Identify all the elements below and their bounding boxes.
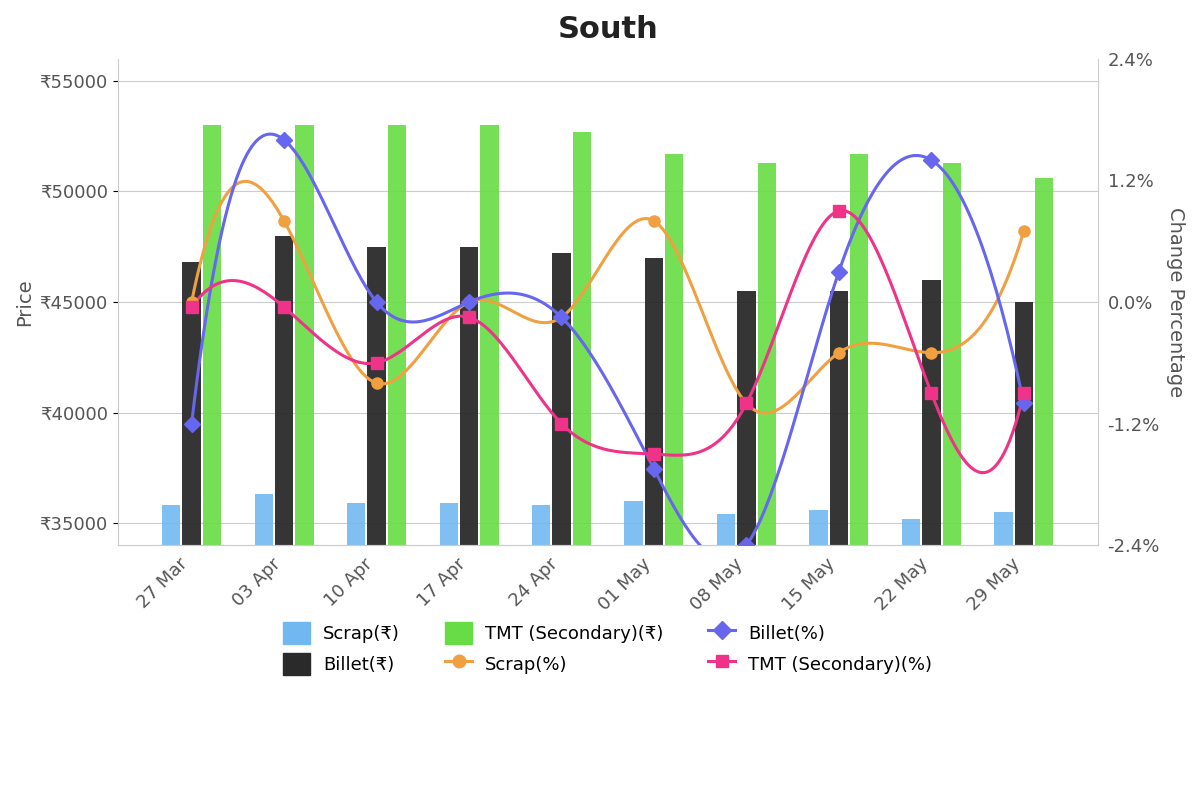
- Bar: [665, 154, 684, 800]
- Bar: [572, 132, 590, 800]
- Bar: [757, 162, 776, 800]
- Y-axis label: Change Percentage: Change Percentage: [1166, 207, 1186, 397]
- Bar: [182, 262, 200, 800]
- Y-axis label: Price: Price: [14, 278, 34, 326]
- Bar: [162, 506, 180, 800]
- Bar: [624, 501, 643, 800]
- Title: South: South: [557, 15, 658, 44]
- Bar: [460, 246, 478, 800]
- Bar: [532, 506, 551, 800]
- Bar: [716, 514, 736, 800]
- Bar: [850, 154, 869, 800]
- Bar: [829, 291, 848, 800]
- Bar: [923, 280, 941, 800]
- Bar: [480, 125, 498, 800]
- Bar: [275, 236, 293, 800]
- Bar: [439, 503, 458, 800]
- Bar: [737, 291, 756, 800]
- Bar: [552, 254, 571, 800]
- Bar: [254, 494, 272, 800]
- Bar: [809, 510, 828, 800]
- Bar: [995, 512, 1013, 800]
- Bar: [902, 518, 920, 800]
- Bar: [644, 258, 664, 800]
- Bar: [203, 125, 221, 800]
- Bar: [388, 125, 406, 800]
- Legend: Scrap(₹), Billet(₹), TMT (Secondary)(₹), Scrap(%), Billet(%), TMT (Secondary)(%): Scrap(₹), Billet(₹), TMT (Secondary)(₹),…: [276, 614, 940, 682]
- Bar: [347, 503, 365, 800]
- Bar: [942, 162, 961, 800]
- Bar: [295, 125, 313, 800]
- Bar: [1015, 302, 1033, 800]
- Bar: [367, 246, 385, 800]
- Bar: [1036, 178, 1054, 800]
